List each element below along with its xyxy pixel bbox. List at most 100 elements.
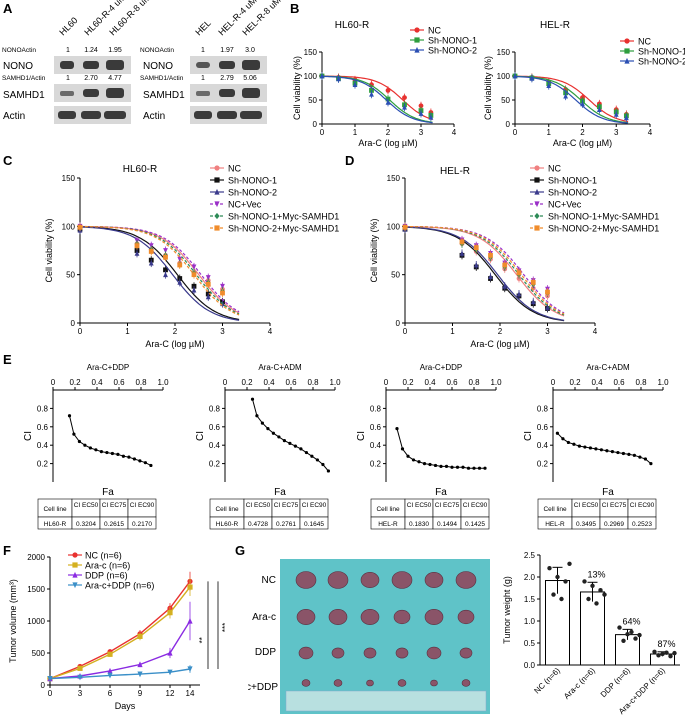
significance-marker: ** <box>198 637 207 643</box>
x-tick-label: 14 <box>186 689 195 698</box>
y-tick-label: 0.2 <box>37 460 49 469</box>
data-point <box>277 435 281 439</box>
panel-label-c: C <box>3 153 13 168</box>
x-tick-label: Ara-c (n=6) <box>562 666 597 701</box>
x-tick-label: 1.0 <box>329 378 341 387</box>
y-tick-label: 0 <box>71 319 76 328</box>
y-tick-label: 150 <box>62 174 76 183</box>
data-point <box>428 114 434 120</box>
table-value: 0.4728 <box>248 521 268 528</box>
panel-label-g: G <box>235 543 246 558</box>
data-point <box>163 248 168 254</box>
y-tick-label: 150 <box>387 174 401 183</box>
data-point <box>461 465 465 469</box>
bar-label: 87% <box>657 639 675 649</box>
table-cell <box>299 516 329 530</box>
tumor-photo-panel: NC Ara-c DDP Ara-c+DDP <box>248 559 490 714</box>
legend-label: Sh-NONO-1+Myc-SAMHD1 <box>548 212 659 222</box>
tumor-specimen <box>360 609 380 625</box>
data-point <box>406 454 410 458</box>
lane-label: HEL <box>193 18 212 37</box>
legend-item: Sh-NONO-2 <box>620 57 685 67</box>
data-point <box>77 674 83 681</box>
legend-label: NC <box>228 164 241 174</box>
synergy-table: Cell line HL60-R CI EC50 0.3204 CI EC75 0.261… <box>37 498 157 530</box>
bar-group: NC (n=6) <box>532 561 572 696</box>
data-point <box>418 110 424 116</box>
data-point <box>94 448 98 452</box>
data-point <box>477 466 482 470</box>
data-point <box>624 57 630 64</box>
tumor-specimen <box>430 679 438 687</box>
x-tick-label: 1 <box>450 327 455 336</box>
ratio-value: 1 <box>201 47 205 54</box>
blot-band <box>83 89 99 97</box>
x-tick-label: 4 <box>452 128 457 137</box>
x-tick-label: 3 <box>78 689 83 698</box>
x-tick-label: 3 <box>220 327 225 336</box>
blot-band <box>58 111 76 119</box>
data-point <box>214 177 220 183</box>
data-point <box>271 431 275 435</box>
data-point <box>77 224 83 230</box>
series-line <box>321 75 433 124</box>
ratio-value: 3.0 <box>245 47 255 54</box>
data-point <box>534 188 540 195</box>
series-line <box>79 226 240 321</box>
data-point <box>167 610 173 616</box>
data-point <box>137 661 143 668</box>
x-axis-label: Fa <box>274 487 286 498</box>
table-header: Cell line <box>43 506 67 513</box>
blot-band <box>60 91 74 96</box>
y-tick-label: 0.4 <box>209 441 221 450</box>
legend-label: Sh-NONO-1 <box>548 176 597 186</box>
table-header: CI EC50 <box>407 502 432 509</box>
series <box>77 226 240 321</box>
y-axis-label: CI <box>523 431 534 441</box>
y-tick-label: 100 <box>387 222 401 231</box>
data-point <box>567 561 572 566</box>
data-point <box>613 111 619 117</box>
data-point <box>385 99 391 105</box>
blot-band <box>196 62 210 68</box>
tumor-specimen <box>455 571 477 589</box>
data-point <box>99 450 103 454</box>
legend-item: NC <box>530 164 561 174</box>
table-value: HEL-R <box>378 521 398 528</box>
data-point <box>137 633 143 639</box>
data-point <box>594 601 599 606</box>
table-cell <box>460 516 490 530</box>
data-point <box>321 462 325 467</box>
data-point <box>187 584 193 590</box>
data-point <box>187 666 193 673</box>
ratio-value: 4.77 <box>108 75 122 82</box>
series <box>47 578 193 682</box>
y-axis-label: Cell viability (%) <box>292 56 302 120</box>
data-point <box>310 454 314 458</box>
data-point <box>402 104 407 110</box>
legend-label: NC+Vec <box>228 200 262 210</box>
x-tick-label: 0.8 <box>468 378 480 387</box>
x-tick-label: 0.2 <box>569 378 581 387</box>
tumor-specimen <box>395 647 409 659</box>
data-point <box>534 212 540 220</box>
panel-label-e: E <box>3 352 12 367</box>
blot-band <box>83 61 99 69</box>
data-point <box>414 37 420 43</box>
y-axis-label: Tumor volume (mm³) <box>8 579 18 663</box>
legend-label: Sh-NONO-2 <box>228 188 277 198</box>
x-axis-label: Fa <box>102 487 114 498</box>
legend-item: NC (n=6) <box>68 551 122 561</box>
x-tick-label: 3 <box>419 128 424 137</box>
y-tick-label: 0.8 <box>537 404 549 413</box>
data-point <box>594 447 598 451</box>
legend-item: Ara-c+DDP (n=6) <box>68 581 154 591</box>
tumor-specimen <box>301 679 311 687</box>
data-point <box>551 592 556 597</box>
y-tick-label: 1000 <box>27 617 45 626</box>
y-tick-label: 0.6 <box>370 423 382 432</box>
data-point <box>444 464 449 468</box>
panel-label-b: B <box>290 1 300 16</box>
ratio-label: SAMHD1/Actin <box>2 75 46 82</box>
series-line <box>49 620 191 680</box>
